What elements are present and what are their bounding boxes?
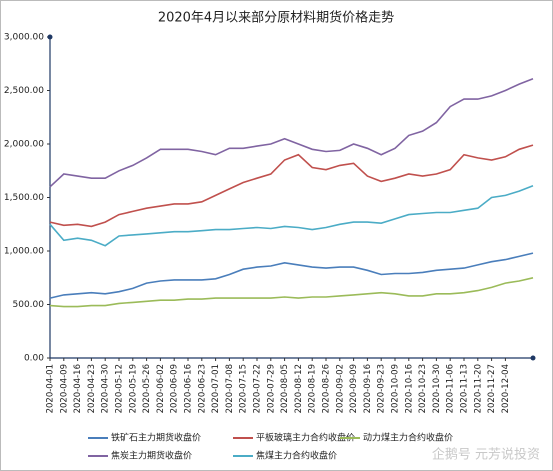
x-tick-label: 2020-12-04	[501, 364, 511, 413]
y-tick-label: 3,000.00	[4, 33, 44, 43]
x-tick-label: 2020-08-26	[322, 364, 332, 413]
x-tick-label: 2020-06-23	[197, 364, 207, 413]
legend-label: 动力煤主力合约收盘价	[363, 432, 453, 444]
x-tick-label: 2020-05-12	[115, 364, 125, 413]
legend-label: 焦炭主力期货收盘价	[111, 450, 192, 462]
x-tick-label: 2020-08-12	[294, 364, 304, 413]
legend-label: 平板玻璃主力合约收盘价	[256, 432, 355, 444]
x-tick-label: 2020-04-16	[73, 364, 83, 413]
x-tick-label: 2020-11-27	[487, 364, 497, 413]
x-tick-label: 2020-07-22	[253, 364, 263, 413]
x-tick-label: 2020-09-09	[349, 364, 359, 413]
axis-end	[530, 355, 536, 361]
y-tick-label: 1,500.00	[4, 193, 44, 203]
x-tick-label: 2020-06-09	[170, 364, 180, 413]
x-tick-label: 2020-07-15	[239, 364, 249, 413]
x-tick-label: 2020-04-09	[59, 364, 69, 413]
y-tick-label: 1,000.00	[4, 247, 44, 257]
x-tick-label: 2020-06-16	[184, 364, 194, 413]
legend-label: 铁矿石主力期货收盘价	[111, 432, 201, 444]
series-line	[49, 144, 534, 228]
series-line	[49, 184, 534, 247]
x-tick-label: 2020-04-01	[46, 364, 56, 413]
x-tick-label: 2020-07-01	[211, 364, 221, 413]
x-tick-label: 2020-09-02	[335, 364, 345, 413]
x-tick-label: 2020-10-09	[391, 364, 401, 413]
watermark: 企鹅号 元芳说投资	[432, 447, 540, 463]
legend-label: 焦煤主力合约收盘价	[256, 450, 337, 462]
y-tick-label: 0.00	[24, 354, 44, 364]
x-tick-label: 2020-06-02	[156, 364, 166, 413]
x-tick-label: 2020-11-13	[460, 364, 470, 413]
y-tick-label: 2,000.00	[4, 140, 44, 150]
x-tick-label: 2020-10-23	[418, 364, 428, 413]
x-tick-label: 2020-04-23	[87, 364, 97, 413]
x-tick-label: 2020-11-06	[446, 364, 456, 413]
y-tick-label: 2,500.00	[4, 86, 44, 96]
x-tick-label: 2020-04-30	[101, 364, 111, 413]
x-tick-label: 2020-09-16	[363, 364, 373, 413]
x-tick-label: 2020-08-05	[280, 364, 290, 413]
series-line	[49, 77, 534, 188]
x-tick-label: 2020-10-16	[404, 364, 414, 413]
x-tick-label: 2020-05-19	[128, 364, 138, 413]
x-tick-label: 2020-05-26	[142, 364, 152, 413]
x-tick-label: 2020-10-30	[432, 364, 442, 413]
x-tick-label: 2020-11-20	[473, 364, 483, 413]
x-tick-label: 2020-07-08	[225, 364, 235, 413]
x-tick-label: 2020-09-23	[377, 364, 387, 413]
x-tick-label: 2020-07-29	[266, 364, 276, 413]
x-tick-label: 2020-08-19	[308, 364, 318, 413]
chart-title: 2020年4月以来部分原材料期货价格走势	[158, 10, 394, 26]
axis-end	[47, 34, 53, 40]
series-line	[49, 277, 534, 308]
series-line	[49, 252, 534, 299]
y-tick-label: 500.00	[13, 300, 45, 310]
